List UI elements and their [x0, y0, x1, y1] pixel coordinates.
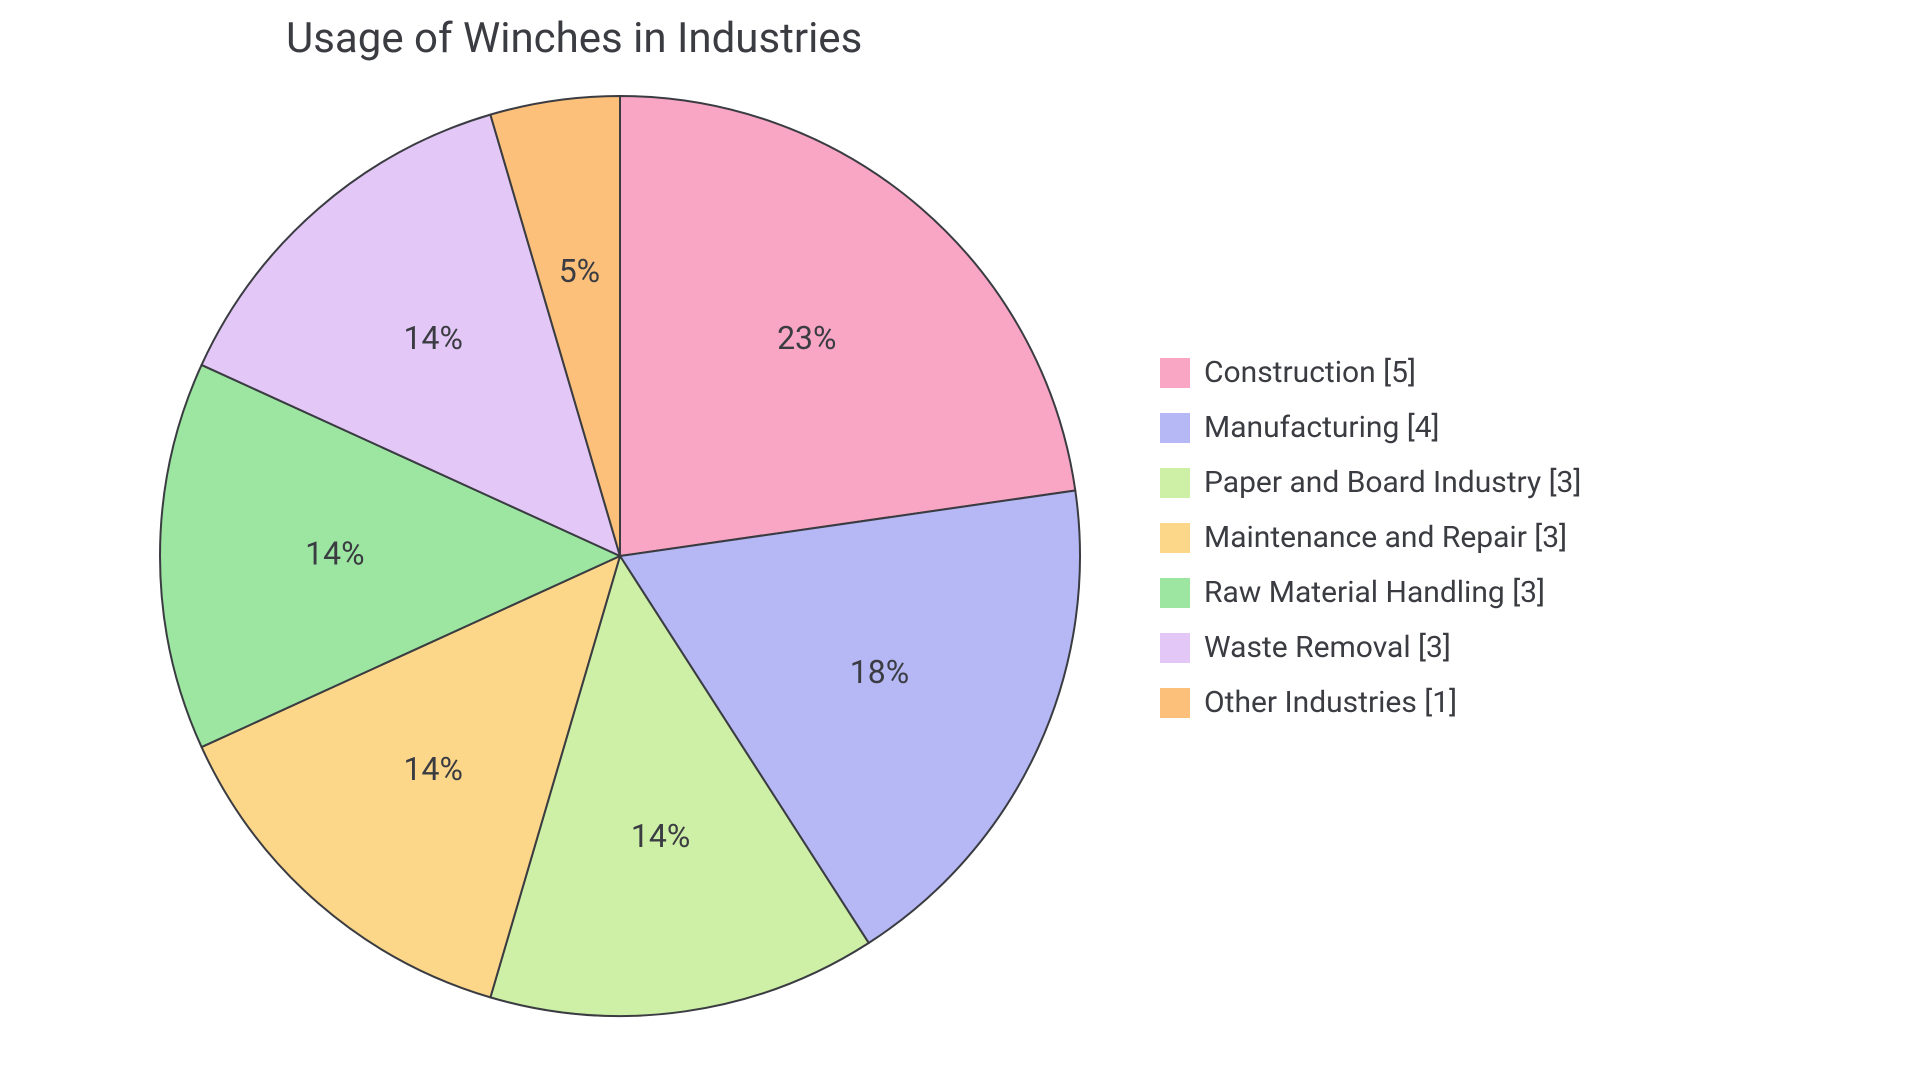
- legend-swatch: [1160, 578, 1190, 608]
- legend-swatch: [1160, 633, 1190, 663]
- legend-label: Paper and Board Industry [3]: [1204, 465, 1581, 500]
- legend-label: Raw Material Handling [3]: [1204, 575, 1545, 610]
- slice-percent-label: 18%: [850, 653, 909, 691]
- legend-swatch: [1160, 413, 1190, 443]
- legend-item: Construction [5]: [1160, 355, 1581, 390]
- legend-swatch: [1160, 688, 1190, 718]
- slice-percent-label: 5%: [559, 252, 600, 290]
- pie-slice: [620, 96, 1075, 556]
- legend-swatch: [1160, 523, 1190, 553]
- pie-chart: 23% 18% 14% 14% 14% 14% 5%: [156, 92, 1084, 1024]
- legend-swatch: [1160, 468, 1190, 498]
- legend-label: Manufacturing [4]: [1204, 410, 1440, 445]
- chart-title: Usage of Winches in Industries: [286, 14, 862, 63]
- slice-percent-label: 14%: [631, 817, 690, 855]
- legend: Construction [5] Manufacturing [4] Paper a…: [1160, 355, 1581, 720]
- slice-percent-label: 14%: [404, 750, 463, 788]
- legend-item: Manufacturing [4]: [1160, 410, 1581, 445]
- legend-item: Raw Material Handling [3]: [1160, 575, 1581, 610]
- pie-svg: 23% 18% 14% 14% 14% 14% 5%: [156, 92, 1084, 1020]
- legend-label: Other Industries [1]: [1204, 685, 1457, 720]
- slice-percent-label: 14%: [404, 319, 463, 357]
- legend-item: Waste Removal [3]: [1160, 630, 1581, 665]
- legend-item: Maintenance and Repair [3]: [1160, 520, 1581, 555]
- legend-item: Paper and Board Industry [3]: [1160, 465, 1581, 500]
- slice-percent-label: 14%: [305, 534, 364, 572]
- legend-label: Maintenance and Repair [3]: [1204, 520, 1567, 555]
- chart-container: Usage of Winches in Industries 23% 18% 14%…: [0, 0, 1920, 1080]
- legend-swatch: [1160, 358, 1190, 388]
- legend-label: Waste Removal [3]: [1204, 630, 1451, 665]
- legend-item: Other Industries [1]: [1160, 685, 1581, 720]
- legend-label: Construction [5]: [1204, 355, 1416, 390]
- slice-percent-label: 23%: [777, 319, 836, 357]
